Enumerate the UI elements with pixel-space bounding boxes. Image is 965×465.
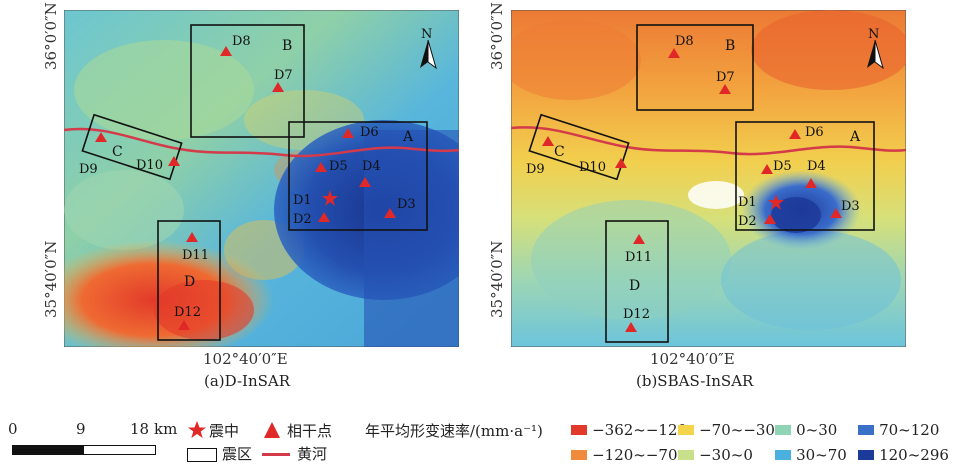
svg-text:D5: D5 — [329, 159, 348, 174]
north-label-b: N — [868, 27, 879, 42]
map-b-lon: 102°40′0″E — [650, 350, 735, 368]
north-arrow-icon — [420, 39, 437, 70]
scale-tick-18: 18 — [130, 420, 150, 438]
svg-text:D4: D4 — [362, 159, 381, 174]
map-b-lat-bottom: 35°40′0″N — [488, 240, 506, 318]
svg-text:D12: D12 — [174, 305, 201, 320]
rate-class-1: −362~−120 — [571, 420, 687, 439]
rate-class-5: 0~30 — [775, 420, 837, 439]
svg-text:D: D — [629, 278, 640, 294]
coherent-point-legend-label: 相干点 — [287, 422, 333, 440]
epicenter-legend-icon — [187, 420, 207, 444]
svg-text:B: B — [725, 38, 735, 54]
scale-tick-0: 0 — [8, 420, 18, 438]
svg-text:D8: D8 — [232, 34, 251, 49]
map-b-caption: (b)SBAS-InSAR — [636, 372, 754, 390]
svg-text:D5: D5 — [773, 159, 792, 174]
svg-text:D6: D6 — [805, 125, 824, 140]
svg-text:D3: D3 — [841, 199, 860, 214]
quake-zone-legend-icon — [187, 448, 217, 462]
svg-text:B: B — [282, 38, 292, 54]
quake-zone-legend-label: 震区 — [222, 445, 253, 463]
svg-text:D9: D9 — [526, 162, 545, 177]
map-a-caption: (a)D-InSAR — [204, 372, 291, 390]
scale-bar — [12, 445, 156, 455]
yellow-river-legend-icon — [262, 453, 290, 456]
scale-unit: km — [154, 420, 178, 438]
rate-class-3: −70~−30 — [678, 420, 775, 439]
svg-text:D11: D11 — [625, 250, 652, 265]
epicenter-star-b — [768, 194, 784, 210]
svg-text:C: C — [112, 144, 123, 160]
epicenter-star-a — [322, 190, 338, 206]
scale-tick-9: 9 — [76, 420, 86, 438]
map-a-lat-bottom: 35°40′0″N — [42, 240, 60, 318]
map-b-raster: N B A C D D8 D7 D6 D5 D4 D1 D2 — [501, 9, 911, 348]
svg-text:A: A — [402, 129, 414, 145]
north-arrow-icon — [867, 39, 884, 70]
svg-text:D1: D1 — [738, 195, 757, 210]
rate-class-8: 120~296 — [858, 445, 949, 464]
rate-class-2: −120~−70 — [571, 445, 678, 464]
map-a-lat-top: 36°0′0″N — [42, 2, 60, 70]
svg-text:D2: D2 — [293, 212, 312, 227]
north-label-a: N — [421, 27, 432, 42]
rate-class-4: −30~0 — [678, 445, 753, 464]
svg-text:D11: D11 — [182, 248, 209, 263]
map-panel-b: N B A C D D8 D7 D6 D5 D4 D1 D2 — [501, 9, 911, 348]
coherent-point-legend-icon — [262, 420, 282, 444]
svg-text:D7: D7 — [274, 68, 293, 83]
map-a-lon: 102°40′0″E — [203, 350, 288, 368]
svg-text:D10: D10 — [136, 158, 163, 173]
svg-text:D3: D3 — [397, 197, 416, 212]
rate-class-7: 70~120 — [858, 420, 939, 439]
svg-text:D1: D1 — [293, 193, 312, 208]
rate-legend-title: 年平均形变速率/(mm·a⁻¹) — [365, 422, 543, 440]
rate-class-6: 30~70 — [775, 445, 847, 464]
epicenter-legend-label: 震中 — [209, 422, 240, 440]
svg-text:D4: D4 — [807, 159, 826, 174]
map-a-raster: N B A C D D8 D7 D6 D5 D4 D1 — [34, 9, 494, 360]
svg-text:D12: D12 — [623, 307, 650, 322]
map-b-lat-top: 36°0′0″N — [488, 2, 506, 70]
svg-text:D10: D10 — [579, 160, 606, 175]
svg-text:D9: D9 — [79, 162, 98, 177]
yellow-river-legend-label: 黄河 — [297, 445, 328, 463]
svg-text:D6: D6 — [360, 125, 379, 140]
map-panel-a: N B A C D D8 D7 D6 D5 D4 D1 — [34, 9, 494, 360]
svg-text:D2: D2 — [738, 214, 757, 229]
svg-text:D: D — [184, 274, 195, 290]
svg-text:D7: D7 — [716, 70, 735, 85]
svg-text:D8: D8 — [675, 34, 694, 49]
svg-text:A: A — [849, 129, 861, 145]
svg-text:C: C — [554, 144, 565, 160]
